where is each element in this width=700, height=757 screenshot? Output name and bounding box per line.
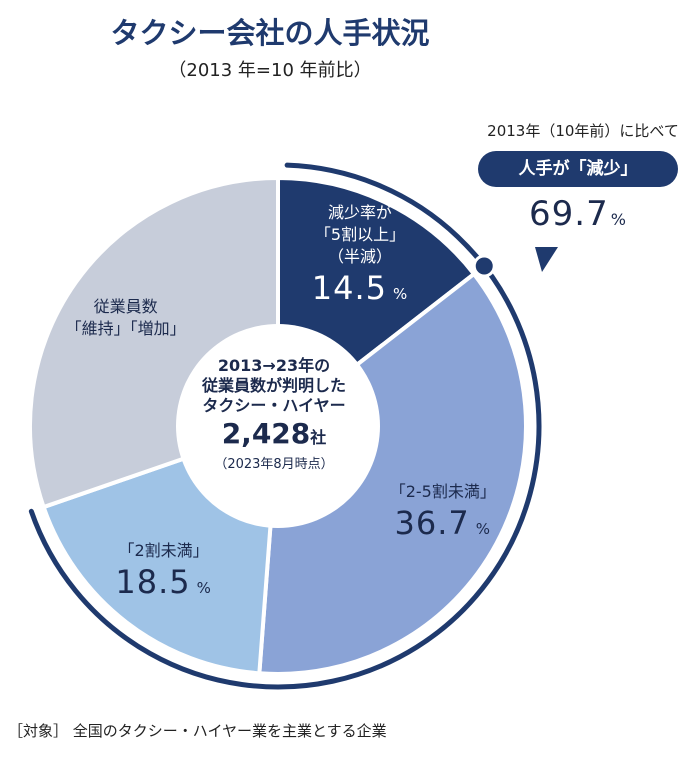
- slice-label-2: 「2割未満」 18.5%: [115, 540, 212, 608]
- slice-value-number: 18.5: [115, 563, 191, 602]
- slice-label-line: 「2割未満」: [118, 541, 209, 561]
- slice-value-number: 36.7: [394, 503, 470, 542]
- slice-value: 18.5%: [115, 562, 212, 608]
- slice-label-0: 減少率が 「5割以上」 （半減） 14.5%: [312, 202, 409, 314]
- callout-value: 69.7: [529, 194, 609, 234]
- slice-label-line: （半減）: [328, 247, 393, 267]
- center-summary: 2013→23年の 従業員数が判明した タクシー・ハイヤー 2,428社 （20…: [174, 356, 374, 474]
- arc-dot-marker: [472, 254, 496, 278]
- callout-unit: %: [610, 210, 627, 229]
- slice-label-3: 従業員数 「維持」「増加」: [66, 296, 186, 340]
- slice-label-line: 従業員数: [93, 296, 158, 316]
- chart-title: タクシー会社の人手状況: [110, 16, 430, 50]
- slice-value-unit: %: [196, 579, 212, 598]
- callout-pointer: [535, 247, 558, 272]
- pie-slice-1: [257, 271, 528, 676]
- center-date: （2023年8月時点）: [214, 457, 334, 472]
- center-count: 2,428社: [174, 416, 374, 456]
- slice-label-line: 「2-5割未満」: [389, 481, 496, 501]
- footer-note: ［対象］ 全国のタクシー・ハイヤー業を主業とする企業: [8, 722, 387, 740]
- slice-value-number: 14.5: [311, 269, 388, 308]
- center-count-value: 2,428: [221, 417, 311, 450]
- slice-label-line: 「5割以上」: [314, 225, 406, 245]
- slice-value: 14.5%: [312, 268, 409, 314]
- decrease-arc: [28, 162, 542, 690]
- center-line-2: 従業員数が判明した: [201, 376, 346, 395]
- chart-subtitle: （2013 年=10 年前比）: [168, 60, 372, 81]
- slice-value-unit: %: [475, 519, 492, 538]
- center-line-1: 2013→23年の: [217, 356, 331, 375]
- callout-pill: 人手が「減少」: [478, 151, 678, 187]
- center-line-3: タクシー・ハイヤー: [202, 396, 346, 415]
- callout-percentage: 69.7%: [478, 194, 678, 234]
- center-count-unit: 社: [310, 428, 327, 447]
- slice-label-line: 減少率が: [328, 203, 393, 223]
- callout-note: 2013年（10年前）に比べて: [487, 122, 679, 140]
- center-hole: [176, 324, 380, 528]
- slice-label-1: 「2-5割未満」 36.7%: [390, 481, 496, 549]
- slice-label-line: 「維持」「増加」: [65, 318, 186, 338]
- slice-value: 36.7%: [390, 503, 496, 549]
- slice-value-unit: %: [393, 285, 409, 304]
